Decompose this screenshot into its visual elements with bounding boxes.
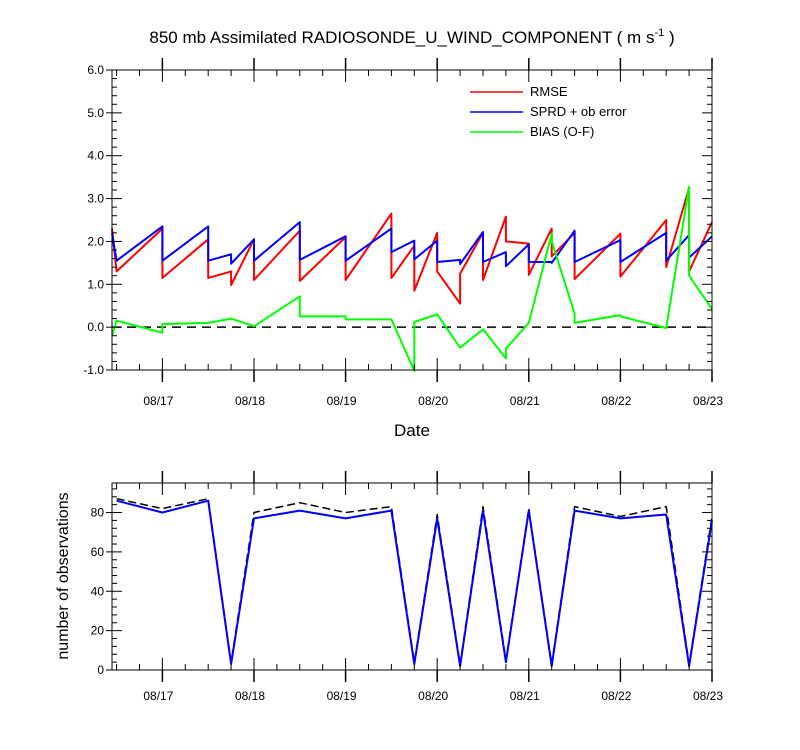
legend-label-bias: BIAS (O-F) bbox=[530, 124, 594, 139]
bottom-series-assimilated-observations bbox=[116, 499, 713, 668]
top-chart-title: 850 mb Assimilated RADIOSONDE_U_WIND_COM… bbox=[149, 27, 674, 47]
top-x-axis-label: Date bbox=[394, 421, 430, 440]
bottom-x-tick-label: 08/20 bbox=[418, 689, 448, 703]
top-x-tick-label: 08/18 bbox=[235, 394, 265, 408]
bottom-series-possible-observations bbox=[116, 497, 713, 665]
legend-label-rmse: RMSE bbox=[530, 84, 568, 99]
top-x-tick-label: 08/21 bbox=[510, 394, 540, 408]
top-x-tick-label: 08/22 bbox=[601, 394, 631, 408]
bottom-x-tick-label: 08/17 bbox=[143, 689, 173, 703]
top-chart-title-superscript: -1 bbox=[654, 27, 664, 39]
bottom-x-tick-label: 08/23 bbox=[693, 689, 723, 703]
bottom-series-group bbox=[116, 497, 713, 668]
legend: RMSE SPRD + ob error BIAS (O-F) bbox=[470, 84, 627, 139]
top-y-tick-label: 5.0 bbox=[87, 106, 104, 120]
top-x-tick-label: 08/17 bbox=[143, 394, 173, 408]
legend-label-sprd: SPRD + ob error bbox=[530, 104, 627, 119]
top-y-tick-label: 6.0 bbox=[87, 63, 104, 77]
top-x-tick-label: 08/23 bbox=[693, 394, 723, 408]
top-x-tick-label: 08/20 bbox=[418, 394, 448, 408]
top-y-tick-label: 0.0 bbox=[87, 320, 104, 334]
bottom-y-axis-label: number of observations bbox=[55, 492, 72, 659]
legend-item-sprd: SPRD + ob error bbox=[470, 104, 627, 119]
bottom-y-tick-label: 20 bbox=[91, 624, 105, 638]
bottom-x-tick-label: 08/19 bbox=[327, 689, 357, 703]
bottom-y-tick-label: 0 bbox=[97, 663, 104, 677]
bottom-x-tick-label: 08/22 bbox=[601, 689, 631, 703]
bottom-x-axis: 08/17 08/18 08/19 08/20 08/21 08/22 08/23 bbox=[116, 471, 723, 703]
bottom-y-tick-label: 80 bbox=[91, 506, 105, 520]
bottom-y-tick-label: 40 bbox=[91, 584, 105, 598]
top-chart-title-tail: ) bbox=[664, 28, 674, 47]
top-x-tick-label: 08/19 bbox=[327, 394, 357, 408]
bottom-x-tick-label: 08/18 bbox=[235, 689, 265, 703]
top-series-group bbox=[111, 185, 713, 372]
top-y-axis: -1.0 0.0 1.0 2.0 3.0 4.0 5.0 6.0 bbox=[83, 63, 712, 377]
top-y-tick-label: 3.0 bbox=[87, 192, 104, 206]
top-y-tick-label: 2.0 bbox=[87, 234, 104, 248]
top-y-tick-label: 1.0 bbox=[87, 277, 104, 291]
legend-item-rmse: RMSE bbox=[470, 84, 568, 99]
top-y-tick-label: -1.0 bbox=[83, 363, 104, 377]
bottom-y-tick-label: 60 bbox=[91, 545, 105, 559]
top-y-tick-label: 4.0 bbox=[87, 149, 104, 163]
bottom-plot-frame bbox=[111, 482, 713, 671]
top-series-bias-o-f bbox=[111, 185, 713, 372]
top-x-axis: 08/17 08/18 08/19 08/20 08/21 08/22 08/23 bbox=[116, 58, 723, 408]
top-series-rmse bbox=[111, 186, 713, 305]
top-series-sprd-ob-error bbox=[111, 221, 713, 268]
top-chart-panel: -1.00.01.02.03.04.05.06.0 08/17 08/18 08/1… bbox=[83, 58, 723, 440]
bottom-x-tick-label: 08/21 bbox=[510, 689, 540, 703]
bottom-y-axis: 0 20 40 60 80 bbox=[91, 488, 712, 677]
bottom-chart-panel: 0 20 40 60 80 08/17 08/18 08/19 08/20 08/21 08/22… bbox=[55, 471, 723, 703]
top-chart-title-main: 850 mb Assimilated RADIOSONDE_U_WIND_COM… bbox=[149, 28, 654, 47]
legend-item-bias: BIAS (O-F) bbox=[470, 124, 594, 139]
top-plot-frame bbox=[111, 69, 713, 371]
